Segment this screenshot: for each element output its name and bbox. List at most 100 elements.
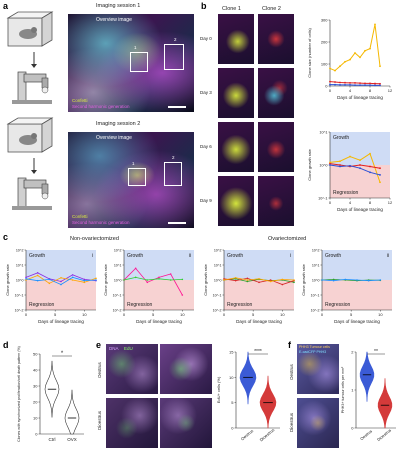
category-label: Dioestrus [259,427,276,442]
series-point [359,84,361,87]
growth-rate-chart-c-ii: Growth Regression ii 10^2 10^1 10^0 10^-1 10^-2… [103,249,194,324]
series-point [344,278,347,281]
series-point [379,65,381,68]
series-point [349,58,351,61]
oestrus-phh3-image: PHH3 Tumour cells E-cadCFP PHH3 [297,344,339,394]
series-point [379,174,381,176]
x-tick-label: 4 [349,88,352,93]
growth-zone [224,250,294,280]
series-point [25,276,27,279]
scale-bar [168,106,186,108]
y-tick-label: 10^-2 [113,309,122,313]
y-tick-label: 40 [33,368,38,373]
regression-label: Regression [227,302,253,308]
edu-violin: 0 5 10 15 Oestrus Dioestrus **** EdU+ cells (%) [216,349,280,442]
series-point [369,82,371,85]
series-point [146,281,149,284]
y-tick-label: 10^2 [312,249,320,253]
growth-zone [124,250,194,280]
x-tick-label: 12 [388,200,393,205]
significance-marker: ** [374,349,378,355]
subpanel-id: i [92,253,93,259]
series-point [48,282,51,285]
regression-label: Regression [29,302,55,308]
y-tick-label: 2 [351,350,354,355]
violin-1 [259,375,277,429]
y-axis-label: Clone growth rate [5,263,10,295]
series-point [321,279,323,281]
x-tick-label: 5 [252,312,255,317]
clone2-day9-image [258,176,294,226]
series-point [369,84,371,87]
session-2-title: Imaging session 2 [96,121,141,127]
inset-box-1 [130,52,148,72]
series-point [359,164,361,166]
growth-label: Growth [29,253,45,259]
panel-b-letter: b [201,1,207,11]
series-point [369,171,371,174]
x-axis-label: Days of lineage tracing [136,319,182,324]
x-tick-label: 0 [321,312,324,317]
series-point [349,164,351,167]
series-point [269,280,272,283]
y-axis-label: Clone size (number of cells) [307,28,312,78]
series-point [146,279,149,281]
f-legend-line2: E-cadCFP PHH3 [299,350,327,354]
y-tick-label: 10^-2 [311,309,320,313]
inset-box-2b [164,162,182,186]
x-tick-label: 8 [369,88,372,93]
growth-label: Growth [325,253,341,259]
series-point [332,279,335,282]
y-tick-label: 200 [321,40,328,45]
series-point [344,60,346,63]
clone1-day0-image [218,14,254,64]
x-tick-label: 0 [25,312,28,317]
y-tick-label: 15 [229,350,234,355]
series-point [281,278,284,281]
y-tick-label: 0 [325,84,328,89]
series-point [71,279,74,281]
category-label: Oestrus [240,428,254,441]
series-point [258,281,260,284]
series-point [329,161,331,164]
series-point [48,278,51,281]
subpanel-id: i [290,253,291,259]
series-point [246,280,249,283]
series-point [379,167,381,170]
series-point [158,276,160,279]
y-tick-label: 10^0 [114,279,122,283]
clone2-day3-image [258,68,294,118]
series-point [246,277,249,280]
series-point [269,279,272,281]
y-tick-label: 10^0 [319,164,327,168]
series-point [258,278,260,280]
panel-d-letter: d [3,340,9,350]
oestrus-edu-image-2 [160,344,212,394]
series-point [354,84,356,87]
x-tick-label: 10 [378,312,383,317]
series-point [134,267,137,270]
series-point [329,164,331,166]
series-point [379,181,381,184]
series-point [364,49,366,52]
series-point [364,82,366,85]
series-point [334,69,336,72]
series-point [293,279,295,281]
dioestrus-edu-image-1 [106,398,158,448]
series-point [349,155,351,158]
y-tick-label: 10^-1 [311,294,320,298]
y-tick-label: 0 [231,426,234,431]
y-tick-label: 10^-1 [213,294,222,298]
y-tick-label: 50 [33,352,38,357]
series-point [25,279,27,281]
y-tick-label: 20 [33,400,38,405]
series-point [369,47,371,50]
series-line-0 [321,278,381,282]
clone-2-title: Clone 2 [262,6,281,12]
series-point [359,82,361,85]
dioestrus-phh3-image [297,398,339,448]
legend-shg-2: Second harmonic generation [72,220,130,225]
violin-0 [239,351,257,405]
y-tick-label: 10^0 [16,279,24,283]
series-point [36,274,39,277]
